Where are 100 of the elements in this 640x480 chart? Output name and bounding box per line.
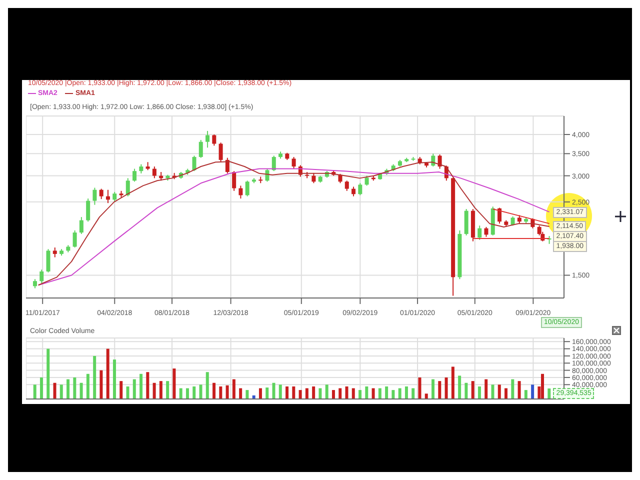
bar — [471, 381, 474, 399]
bar — [40, 377, 43, 399]
bar — [444, 377, 448, 399]
bar — [318, 388, 322, 399]
bar — [93, 356, 96, 399]
bar — [46, 348, 50, 399]
candlestick — [86, 198, 90, 222]
bar — [226, 385, 229, 399]
candlestick — [464, 208, 468, 236]
bar — [378, 388, 382, 399]
bar — [432, 379, 435, 399]
candlestick — [245, 180, 250, 197]
bar — [404, 386, 408, 399]
bar — [199, 384, 202, 399]
candlestick — [198, 139, 203, 158]
bar — [166, 381, 170, 399]
bar — [352, 388, 355, 399]
candlestick — [40, 269, 44, 284]
bar — [278, 384, 282, 399]
bar — [239, 388, 242, 399]
candlestick — [364, 175, 369, 186]
bar — [531, 384, 534, 399]
candlestick — [112, 191, 117, 202]
candlestick — [72, 230, 77, 248]
bar — [212, 382, 216, 399]
candlestick — [139, 164, 144, 174]
candlestick — [438, 154, 442, 170]
bar — [206, 372, 209, 399]
bar — [132, 379, 136, 399]
candlestick — [358, 182, 362, 196]
bar — [126, 386, 130, 399]
bar — [272, 382, 276, 399]
candlestick — [344, 180, 349, 192]
bar — [86, 374, 90, 399]
candlestick — [152, 166, 156, 179]
bar — [232, 379, 236, 399]
candlestick — [431, 153, 436, 168]
bar — [312, 386, 316, 399]
bar — [491, 384, 494, 399]
candlestick — [272, 155, 276, 172]
bar — [33, 384, 36, 399]
bar — [365, 386, 368, 399]
bar — [172, 368, 176, 399]
candlestick — [232, 170, 236, 192]
bar — [100, 370, 103, 399]
candlestick — [52, 246, 57, 258]
candlestick — [478, 225, 482, 240]
bar — [548, 388, 551, 399]
bar — [53, 382, 56, 399]
candlestick — [79, 216, 84, 234]
bar — [286, 386, 289, 399]
bar — [112, 360, 116, 399]
candlestick — [238, 185, 243, 200]
candlestick — [206, 130, 210, 148]
bar — [60, 384, 63, 399]
candlestick — [46, 248, 50, 273]
candlestick — [498, 207, 502, 224]
candlestick — [92, 187, 97, 206]
bar — [179, 388, 182, 399]
bar — [298, 390, 302, 399]
bar — [186, 388, 189, 399]
bar — [372, 388, 375, 399]
candlestick — [292, 156, 296, 170]
candlestick — [212, 134, 216, 146]
candlestick — [126, 178, 130, 197]
bar — [358, 390, 362, 399]
bar — [140, 374, 143, 399]
bar — [478, 386, 481, 399]
candlestick — [192, 155, 196, 172]
bar — [458, 376, 462, 399]
bar — [504, 388, 508, 399]
bar — [159, 381, 162, 399]
bar — [80, 382, 83, 399]
candlestick — [225, 157, 230, 174]
bar — [464, 382, 468, 399]
bar — [266, 388, 269, 399]
bar — [73, 377, 76, 399]
candlestick — [218, 142, 223, 163]
bar — [424, 394, 428, 399]
bar — [385, 386, 388, 399]
bar — [332, 390, 335, 399]
bar — [246, 390, 249, 399]
bar — [325, 384, 328, 399]
bar — [338, 388, 342, 399]
bar — [451, 366, 454, 399]
bar — [106, 348, 110, 399]
bar — [418, 377, 422, 399]
bar — [219, 386, 222, 399]
candlestick — [484, 226, 488, 238]
bar — [120, 381, 123, 399]
bar — [146, 372, 150, 399]
bar — [192, 386, 196, 399]
bar — [392, 390, 395, 399]
bar — [524, 390, 528, 399]
bar — [152, 382, 156, 399]
bar — [292, 386, 296, 399]
bar — [66, 379, 70, 399]
bar — [345, 386, 348, 399]
bar — [398, 388, 402, 399]
candlestick — [312, 172, 316, 184]
